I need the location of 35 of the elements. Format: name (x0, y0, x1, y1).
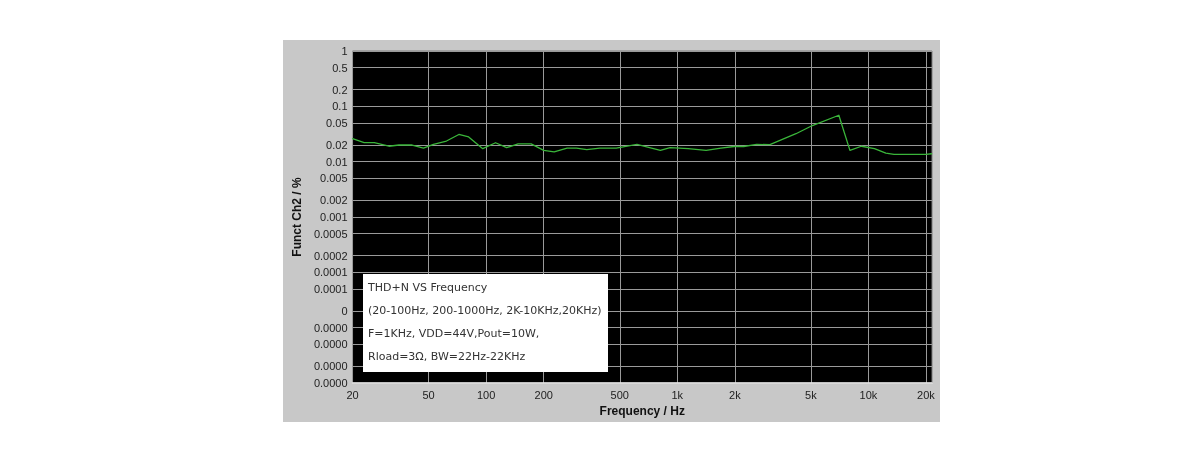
y-tick-label: 0.05 (326, 116, 348, 129)
x-tick-label: 100 (476, 388, 496, 401)
y-tick-label: 0 (341, 305, 348, 318)
y-tick-label: 1 (341, 45, 348, 57)
y-axis-title: Funct Ch2 / % (290, 177, 304, 257)
y-tick-label: 0.0000 (313, 338, 348, 351)
x-tick-label: 20 (346, 388, 359, 401)
x-tick-label: 500 (610, 388, 629, 401)
y-tick-label: 0.0001 (313, 266, 348, 279)
annotation: Rload=3Ω, BW=22Hz-22KHz (368, 349, 527, 365)
y-tick-label: 0.0000 (313, 360, 348, 373)
y-tick-label: 0.02 (326, 139, 348, 152)
y-tick-label: 0.002 (320, 194, 348, 207)
y-tick-label: 0.0005 (313, 227, 348, 240)
y-tick-label: 0.0002 (313, 249, 348, 262)
x-tick-label: 200 (534, 388, 553, 401)
x-tick-label: 50 (422, 388, 435, 401)
y-tick-label: 0.005 (320, 172, 348, 185)
y-tick-label: 0.0001 (313, 282, 348, 295)
y-tick-label: 0.2 (332, 83, 348, 96)
x-axis-title: Frequency / Hz (599, 404, 685, 418)
y-tick-label: 0.001 (320, 211, 348, 223)
x-tick-label: 5k (805, 388, 818, 401)
x-tick-label: 20k (917, 388, 936, 401)
annotation: (20-100Hz, 200-1000Hz, 2K-10KHz,20KHz) (368, 303, 602, 319)
x-tick-label: 1k (671, 388, 684, 401)
x-tick-label: 2k (729, 388, 742, 401)
y-tick-label: 0.1 (332, 100, 348, 113)
y-tick-label: 0.01 (326, 155, 348, 168)
annotation: F=1KHz, VDD=44V,Pout=10W, (368, 326, 541, 342)
y-tick-label: 0.0000 (313, 321, 348, 334)
x-tick-label: 10k (859, 388, 878, 401)
y-tick-label: 0.5 (332, 61, 348, 74)
y-tick-label: 0.0000 (313, 377, 348, 389)
annotation: THD+N VS Frequency (368, 280, 489, 296)
